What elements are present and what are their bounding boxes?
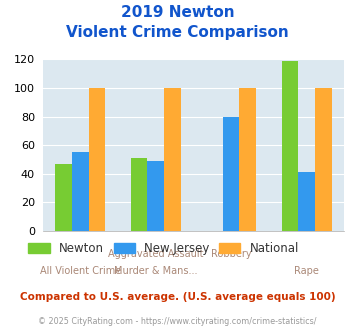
Text: 2019 Newton: 2019 Newton <box>121 5 234 20</box>
Bar <box>55 164 72 231</box>
Text: Aggravated Assault: Aggravated Assault <box>108 249 203 259</box>
Bar <box>240 88 256 231</box>
Bar <box>131 158 147 231</box>
Text: Robbery: Robbery <box>211 249 251 259</box>
Bar <box>72 152 89 231</box>
Bar <box>147 161 164 231</box>
Bar <box>89 88 105 231</box>
Bar <box>315 88 332 231</box>
Legend: Newton, New Jersey, National: Newton, New Jersey, National <box>24 237 304 260</box>
Text: Violent Crime Comparison: Violent Crime Comparison <box>66 25 289 40</box>
Text: All Violent Crime: All Violent Crime <box>40 266 121 276</box>
Text: © 2025 CityRating.com - https://www.cityrating.com/crime-statistics/: © 2025 CityRating.com - https://www.city… <box>38 317 317 326</box>
Bar <box>282 61 298 231</box>
Bar <box>164 88 181 231</box>
Text: Compared to U.S. average. (U.S. average equals 100): Compared to U.S. average. (U.S. average … <box>20 292 335 302</box>
Text: Murder & Mans...: Murder & Mans... <box>114 266 197 276</box>
Bar <box>298 172 315 231</box>
Bar <box>223 116 240 231</box>
Text: Rape: Rape <box>294 266 319 276</box>
